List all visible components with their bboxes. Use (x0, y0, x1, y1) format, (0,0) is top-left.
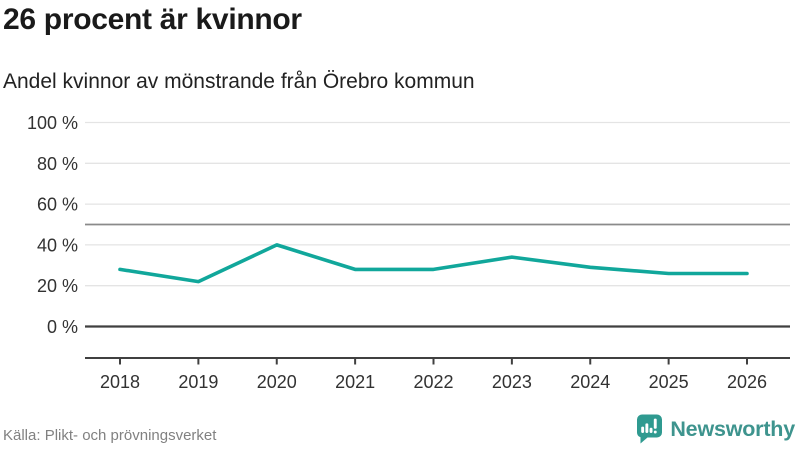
y-tick-label: 40 % (37, 235, 78, 255)
y-tick-label: 20 % (37, 276, 78, 296)
newsworthy-wordmark: Newsworthy (670, 416, 795, 441)
chart-title: 26 procent är kvinnor (3, 3, 302, 36)
x-tick-label: 2020 (257, 372, 297, 392)
x-tick-label: 2021 (335, 372, 375, 392)
data-series-line (118, 243, 749, 284)
y-tick-label: 60 % (37, 195, 78, 215)
x-tick-label: 2019 (178, 372, 218, 392)
chart-subtitle: Andel kvinnor av mönstrande från Örebro … (3, 70, 475, 93)
newsworthy-logo: Newsworthy (636, 414, 795, 444)
x-tick-label: 2018 (100, 372, 140, 392)
x-tick-label: 2026 (727, 372, 767, 392)
x-tick-label: 2025 (649, 372, 689, 392)
newsworthy-icon (637, 414, 663, 444)
x-tick-label: 2023 (492, 372, 532, 392)
x-tick-label: 2022 (413, 372, 453, 392)
x-tick-label: 2024 (570, 372, 610, 392)
y-tick-label: 100 % (27, 113, 78, 133)
y-tick-label: 0 % (47, 317, 78, 337)
y-tick-label: 80 % (37, 154, 78, 174)
source-note: Källa: Plikt- och prövningsverket (3, 427, 217, 444)
